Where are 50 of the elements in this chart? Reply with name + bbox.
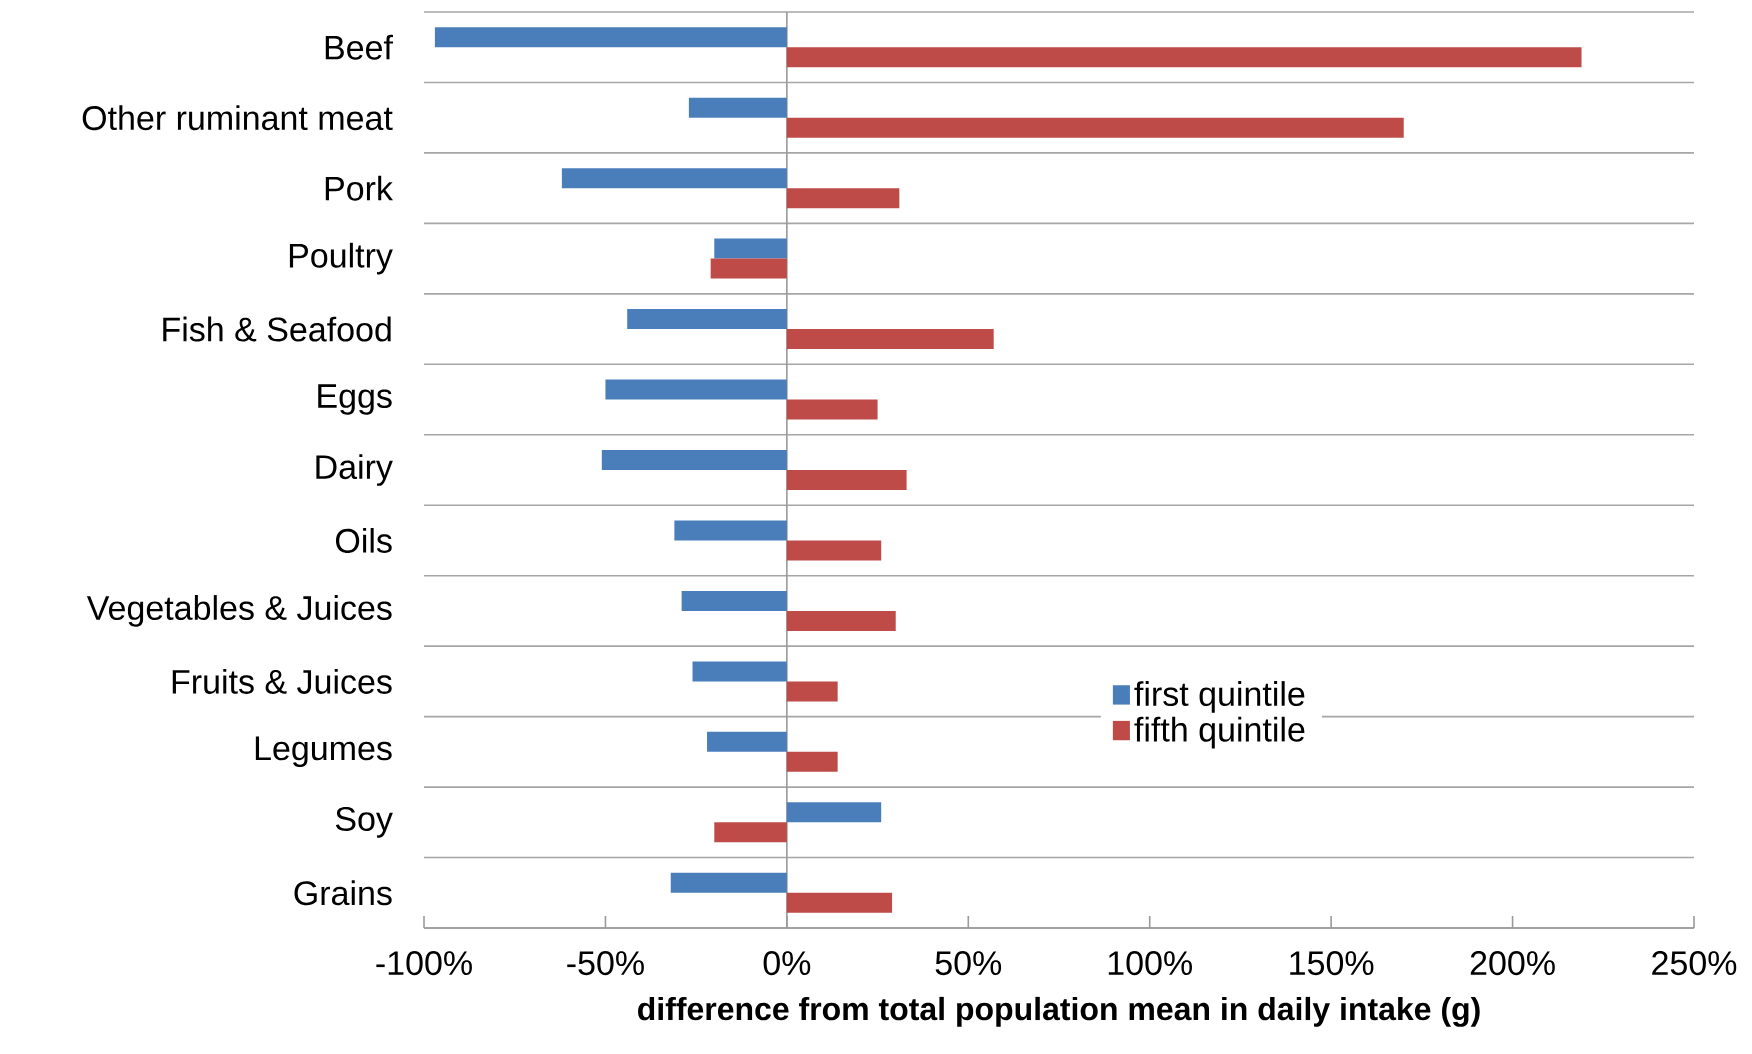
bar bbox=[786, 329, 994, 350]
bar bbox=[710, 258, 787, 279]
bar bbox=[707, 731, 787, 752]
y-tick-label: Soy bbox=[335, 806, 393, 838]
bar bbox=[786, 751, 838, 772]
x-tick-label: -100% bbox=[376, 951, 472, 976]
x-tick-label: 200% bbox=[1470, 951, 1555, 976]
bar bbox=[605, 379, 787, 400]
y-tick-label: Poultry bbox=[289, 242, 393, 275]
y-tick-label: Fish & Seafood bbox=[163, 316, 391, 342]
bar bbox=[674, 520, 787, 541]
y-tick-label: Eggs bbox=[318, 384, 392, 415]
bar bbox=[786, 399, 878, 420]
bar bbox=[627, 309, 787, 330]
bar bbox=[786, 540, 882, 561]
x-tick-label: 250% bbox=[1652, 951, 1737, 976]
legend-label: first quintile bbox=[1134, 681, 1305, 713]
y-tick-label: Legumes bbox=[255, 736, 392, 768]
bar bbox=[786, 892, 893, 913]
bar bbox=[681, 590, 787, 611]
x-axis-title: difference from total population mean in daily intake (g) bbox=[638, 996, 1480, 1027]
bar bbox=[561, 168, 787, 189]
x-tick-label: 150% bbox=[1290, 951, 1374, 976]
bar bbox=[786, 610, 896, 631]
bar bbox=[786, 802, 882, 823]
y-tick-label: Pork bbox=[325, 175, 393, 201]
bar bbox=[714, 238, 787, 259]
bar bbox=[786, 117, 1404, 138]
y-tick-label: Vegetables & Juices bbox=[86, 595, 392, 627]
bar bbox=[714, 822, 787, 843]
bar bbox=[692, 661, 787, 682]
bar bbox=[670, 872, 787, 893]
y-tick-label: Oils bbox=[335, 527, 392, 553]
y-tick-label: Fruits & Juices bbox=[172, 668, 392, 694]
bar bbox=[786, 188, 900, 209]
x-tick-label: 0% bbox=[763, 951, 811, 976]
x-tick-label: 50% bbox=[935, 951, 1002, 976]
bar bbox=[601, 450, 787, 470]
bar bbox=[786, 47, 1582, 68]
y-tick-label: Other ruminant meat bbox=[82, 105, 393, 131]
bar bbox=[786, 681, 838, 702]
x-tick-label: 100% bbox=[1108, 951, 1192, 976]
legend-label: fifth quintile bbox=[1134, 716, 1305, 749]
y-tick-label: Beef bbox=[325, 34, 393, 60]
bar bbox=[688, 97, 787, 118]
x-tick-label: -50% bbox=[567, 951, 644, 976]
y-tick-label: Grains bbox=[294, 880, 392, 906]
bar bbox=[434, 27, 787, 48]
y-tick-label: Dairy bbox=[316, 454, 393, 486]
bar bbox=[786, 470, 907, 490]
